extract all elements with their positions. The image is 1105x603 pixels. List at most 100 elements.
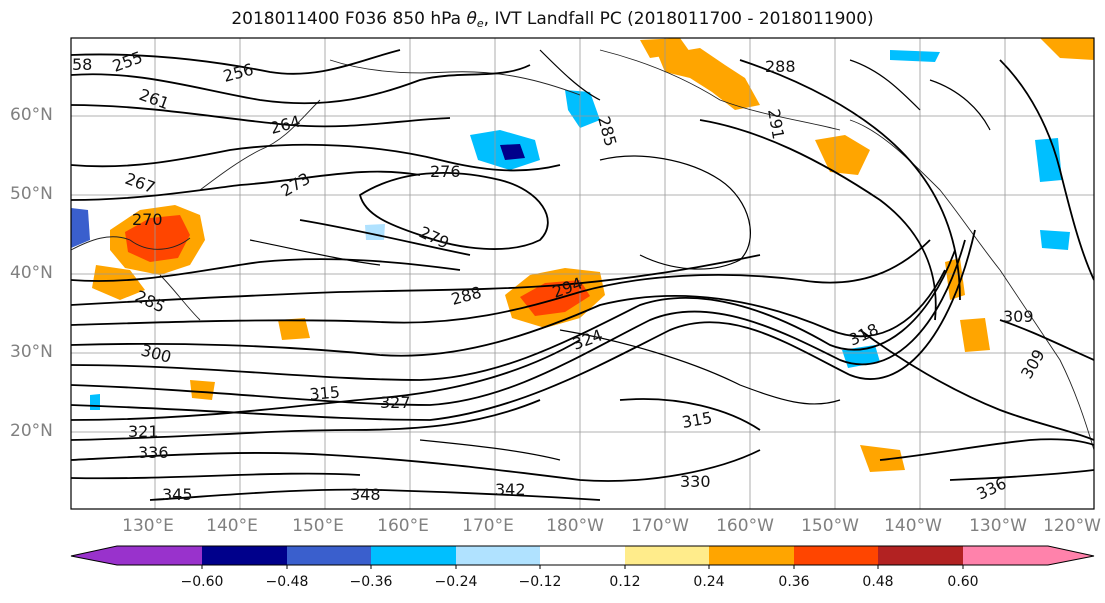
clabel: 267: [123, 169, 158, 197]
lat-label-40n: 40°N: [10, 263, 53, 283]
contour-285: [71, 258, 461, 282]
fill-south-orange3: [278, 318, 310, 340]
clabel: 288: [449, 283, 483, 309]
contour-345: [149, 488, 601, 501]
clabel: 285: [132, 286, 168, 316]
colorbar: [70, 545, 1095, 569]
fill-japan-core: [125, 215, 190, 262]
colorbar-tick-label: 0.36: [778, 574, 810, 590]
contour-east1: [699, 119, 937, 321]
colorbar-tick-label: 0.24: [693, 574, 725, 590]
clabel: 342: [495, 480, 526, 499]
contour-labels: 58 255 256 261 264 267 270 276 273 279 2…: [72, 47, 1049, 504]
contour-288: [71, 254, 761, 306]
colorbar-segment: [456, 546, 540, 565]
colorbar-tick-label: 0.60: [947, 574, 979, 590]
clabel: 321: [128, 422, 159, 441]
clabel: 318: [846, 319, 882, 349]
colorbar-segment: [794, 546, 878, 565]
fill-hawaii-orange: [860, 445, 905, 472]
fill-bering-darkblue: [500, 144, 525, 160]
pc-anomaly-fills: [71, 38, 1094, 472]
colorbar-tick-label: −0.24: [434, 574, 478, 590]
clabel: 348: [350, 485, 381, 504]
fill-central-red: [520, 280, 590, 316]
clabel: 309: [1017, 346, 1049, 382]
lat-label-50n: 50°N: [10, 184, 53, 204]
contour-jet1: [71, 249, 956, 381]
lon-label-160e: 160°E: [377, 516, 429, 536]
fill-right-orange: [960, 318, 990, 352]
colorbar-extend-left: [71, 546, 117, 565]
clabel: 264: [268, 112, 302, 138]
lon-label-140w: 140°W: [884, 516, 942, 536]
contour-279: [299, 219, 471, 256]
clabel: 291: [764, 107, 788, 140]
colorbar-extend-right: [1048, 546, 1094, 565]
contour-east2: [739, 59, 961, 301]
colorbar-segment: [371, 546, 456, 565]
contour-294: [71, 239, 931, 326]
contour-east5: [949, 469, 1094, 481]
colorbar-outline: [70, 545, 1095, 566]
clabel: 276: [430, 162, 461, 181]
contour-321: [71, 399, 541, 441]
clabel: 309: [1003, 307, 1034, 326]
contour-315e: [619, 398, 761, 431]
colorbar-segment: [287, 546, 371, 565]
lat-label-20n: 20°N: [10, 421, 53, 441]
clabel: 315: [680, 408, 713, 432]
colorbar-tick-label: 0.48: [862, 574, 894, 590]
contour-east4: [879, 438, 1094, 461]
lon-label-140e: 140°E: [206, 516, 258, 536]
colorbar-segment: [117, 546, 202, 565]
clabel: 345: [162, 485, 193, 504]
map-title: 2018011400 F036 850 hPa θe, IVT Landfall…: [231, 9, 874, 30]
clabel: 315: [309, 382, 341, 404]
colorbar-tick-label: −0.36: [349, 574, 393, 590]
fill-ne-blue2: [1040, 230, 1070, 250]
fill-w-blue: [71, 208, 90, 248]
theta-e-contours-thin: [249, 49, 991, 461]
clabel: 255: [110, 47, 145, 75]
contour-east7: [999, 319, 1094, 361]
colorbar-segment: [878, 546, 963, 565]
contour-330: [71, 449, 761, 482]
contour-east6: [999, 59, 1094, 281]
fill-nw-blue: [890, 50, 940, 62]
colorbar-segment: [625, 546, 709, 565]
lon-label-120w: 120°W: [1043, 516, 1101, 536]
contour-jet2: [71, 239, 966, 406]
fill-alaska-orange: [658, 48, 760, 110]
fill-ne-blue: [1035, 138, 1062, 182]
lon-label-160w: 160°W: [716, 516, 774, 536]
clabel: 273: [278, 169, 314, 201]
graticule: [71, 38, 1094, 509]
theta-e-contours: [71, 49, 1094, 501]
contour-255: [71, 49, 401, 75]
colorbar-segment: [963, 546, 1048, 565]
lon-label-180w: 180°W: [546, 516, 604, 536]
contour-339: [71, 472, 361, 480]
clabel: 270: [132, 210, 163, 229]
contour-267: [71, 143, 561, 172]
clabel: 285: [594, 114, 620, 148]
lat-label-30n: 30°N: [10, 342, 53, 362]
clabel: 336: [138, 443, 169, 462]
lon-label-150e: 150°E: [292, 516, 344, 536]
lon-label-170w: 170°W: [631, 516, 689, 536]
clabel: 58: [72, 55, 92, 74]
clabel: 327: [380, 393, 411, 412]
colorbar-tick-label: 0.12: [609, 574, 641, 590]
colorbar-tick-label: −0.12: [518, 574, 562, 590]
coastlines: [71, 49, 1094, 451]
colorbar-tick-label: −0.60: [180, 574, 224, 590]
contour-276: [358, 171, 549, 250]
contour-jet3: [71, 229, 976, 421]
colorbar-segment: [540, 546, 625, 565]
clabel: 330: [680, 472, 711, 491]
map-frame: [70, 37, 1095, 510]
contour-300: [71, 269, 946, 357]
contour-315: [71, 339, 581, 421]
